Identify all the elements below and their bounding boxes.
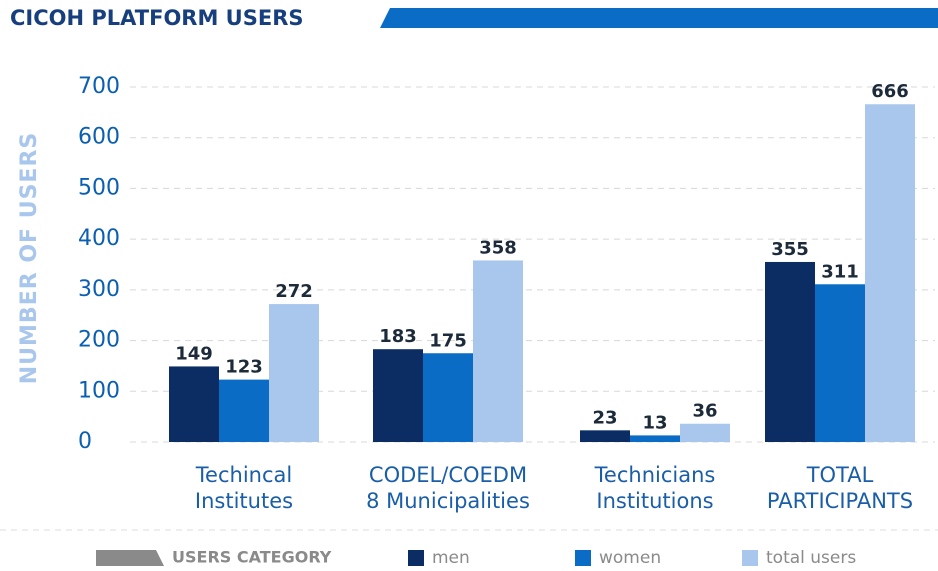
bar — [169, 366, 219, 442]
y-axis-label: NUMBER OF USERS — [17, 132, 42, 384]
legend-label: men — [432, 548, 470, 568]
data-label: 355 — [771, 239, 809, 260]
data-label: 36 — [692, 401, 717, 422]
y-tick-label: 700 — [78, 74, 120, 99]
legend-label: total users — [766, 548, 856, 568]
bar — [580, 430, 630, 442]
data-label: 183 — [379, 326, 417, 347]
bar — [473, 260, 523, 442]
bar — [219, 379, 269, 442]
data-label: 23 — [592, 407, 617, 428]
legend-swatch — [408, 550, 424, 566]
bar — [765, 261, 815, 442]
chart-title: CICOH PLATFORM USERS — [10, 6, 304, 30]
legend-label: women — [599, 548, 661, 568]
data-label: 123 — [225, 357, 263, 378]
bar — [865, 104, 915, 442]
bar — [373, 349, 423, 442]
x-tick-label: Technicians Institutions — [594, 463, 716, 513]
bar — [423, 353, 473, 442]
legend-swatch — [575, 550, 591, 566]
data-label: 666 — [871, 81, 909, 102]
data-label: 272 — [275, 281, 313, 302]
bar — [630, 435, 680, 442]
y-tick-label: 200 — [78, 328, 120, 353]
legend-title: USERS CATEGORY — [172, 548, 332, 567]
legend-shape — [96, 550, 164, 566]
y-tick-label: 500 — [78, 175, 120, 200]
y-tick-label: 0 — [78, 429, 92, 454]
x-tick-label: CODEL/COEDM 8 Municipalities — [366, 463, 530, 513]
y-tick-label: 300 — [78, 277, 120, 302]
x-tick-label: Techincal Institutes — [194, 463, 294, 513]
data-label: 311 — [821, 261, 859, 282]
title-bar — [380, 8, 938, 28]
data-label: 13 — [642, 412, 667, 433]
bar — [680, 423, 730, 442]
legend-swatch — [742, 550, 758, 566]
data-label: 149 — [175, 343, 213, 364]
data-label: 358 — [479, 237, 517, 258]
bar — [815, 284, 865, 442]
data-label: 175 — [429, 330, 467, 351]
y-tick-label: 100 — [78, 378, 120, 403]
y-tick-label: 400 — [78, 226, 120, 251]
bar — [269, 304, 319, 442]
x-tick-label: TOTAL PARTICIPANTS — [766, 463, 914, 513]
y-tick-label: 600 — [78, 125, 120, 150]
